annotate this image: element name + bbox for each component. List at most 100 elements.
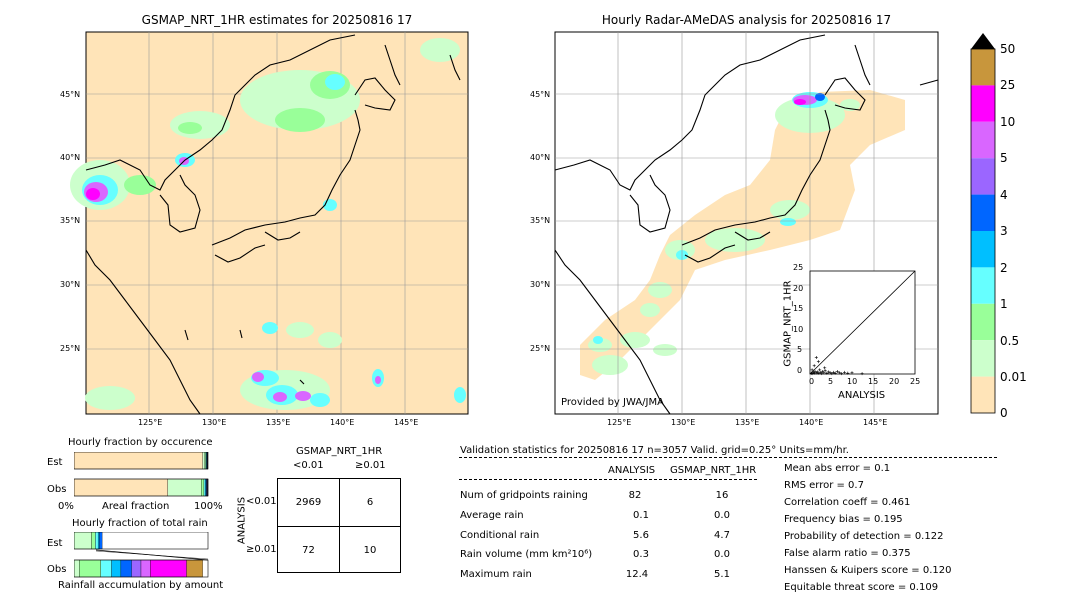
occurence-frame-est xyxy=(74,452,209,470)
scatter-point-8 xyxy=(818,368,822,372)
colorbar-cell-4 xyxy=(971,194,995,231)
score-far: False alarm ratio = 0.375 xyxy=(784,548,911,559)
total-bar-obs-1 xyxy=(79,559,101,578)
left-lon-125: 125°E xyxy=(138,418,163,427)
occurence-row-est: Est xyxy=(47,457,63,468)
cbar-label-1: 1 xyxy=(1000,297,1008,311)
left-map-title: GSMAP_NRT_1HR estimates for 20250816 17 xyxy=(141,13,413,27)
colorbar-outline xyxy=(970,48,996,414)
cbar-label-0.5: 0.5 xyxy=(1000,334,1020,348)
colorbar-cell-7 xyxy=(971,303,995,341)
occurence-bar-obs-1 xyxy=(167,478,202,497)
scatter-diagonal xyxy=(809,270,916,375)
contingency-title: GSMAP_NRT_1HR xyxy=(296,446,383,457)
left-lat-25: 25°N xyxy=(60,344,81,353)
scatter-point-10 xyxy=(820,372,824,376)
scatter-point-22 xyxy=(840,372,843,376)
stat-analysis-average: 0.1 xyxy=(633,510,649,521)
scatter-point-18 xyxy=(832,370,836,374)
occurence-bar-est-1 xyxy=(202,452,205,470)
score-correlation: Correlation coeff = 0.461 xyxy=(784,497,911,508)
right-lat-45: 45°N xyxy=(530,90,551,99)
total-frame-est xyxy=(74,532,209,550)
colorbar-cell-6 xyxy=(971,267,995,304)
cbar-label-3: 3 xyxy=(1000,224,1008,238)
scatter-point-28 xyxy=(816,360,820,364)
total-bar-obs-6 xyxy=(140,559,151,578)
colorbar-cell-5 xyxy=(971,231,995,268)
stat-analysis-conditional: 5.6 xyxy=(633,530,649,541)
colorbar-cell-2 xyxy=(971,121,995,159)
right-lat-40: 40°N xyxy=(530,153,551,162)
total-bar-est-1 xyxy=(91,532,96,550)
cbar-label-2: 2 xyxy=(1000,261,1008,275)
total-bar-est-2 xyxy=(95,532,99,550)
total-bar-obs-2 xyxy=(100,559,112,578)
left-lat-40: 40°N xyxy=(60,153,81,162)
occurence-axis-mid: Areal fraction xyxy=(102,501,170,512)
right-map-coastline xyxy=(554,34,939,415)
total-frame-obs xyxy=(74,559,209,578)
occurence-axis-right: 100% xyxy=(194,501,223,512)
validation-header: Validation statistics for 20250816 17 n=… xyxy=(460,445,849,456)
colorbar-cell-0 xyxy=(971,49,995,86)
left-lon-135: 135°E xyxy=(266,418,291,427)
scatter-ytick-25: 25 xyxy=(793,263,804,272)
scatter-xtick-20: 20 xyxy=(889,377,900,386)
stat-analysis-num-gridpoints: 82 xyxy=(628,490,642,501)
cbar-label-50: 50 xyxy=(1000,42,1016,56)
total-bar-est-3 xyxy=(97,532,100,550)
right-lon-130: 130°E xyxy=(671,418,696,427)
contingency-col-ge: ≥0.01 xyxy=(355,460,386,471)
cbar-label-4: 4 xyxy=(1000,188,1008,202)
scatter-xtick-15: 15 xyxy=(868,377,879,386)
stat-gsmap-conditional: 4.7 xyxy=(714,530,730,541)
validation-col-analysis: ANALYSIS xyxy=(608,465,656,476)
colorbar-cell-8 xyxy=(971,340,995,377)
scatter-ylabel: GSMAP_NRT_1HR xyxy=(782,280,794,367)
right-lon-145: 145°E xyxy=(863,418,888,427)
left-lat-35: 35°N xyxy=(60,216,81,225)
right-lon-140: 140°E xyxy=(799,418,824,427)
stat-analysis-maximum: 12.4 xyxy=(625,569,649,580)
right-lon-125: 125°E xyxy=(607,418,632,427)
score-pod: Probability of detection = 0.122 xyxy=(784,531,944,542)
contingency-cell-false-alarm: 6 xyxy=(366,497,374,508)
total-bars xyxy=(74,532,209,578)
total-row-est: Est xyxy=(47,538,63,549)
stat-label-maximum: Maximum rain xyxy=(460,569,532,580)
right-lon-135: 135°E xyxy=(735,418,760,427)
scatter-point-15 xyxy=(826,370,830,374)
right-map-title: Hourly Radar-AMeDAS analysis for 2025081… xyxy=(601,13,892,27)
score-hk: Hanssen & Kuipers score = 0.120 xyxy=(784,565,952,576)
scatter-xtick-25: 25 xyxy=(910,377,921,386)
scatter-point-17 xyxy=(830,372,834,376)
scatter-ytick-0: 0 xyxy=(797,366,803,375)
left-map xyxy=(70,31,469,415)
stat-gsmap-maximum: 5.1 xyxy=(714,569,730,580)
stat-gsmap-volume: 0.0 xyxy=(714,549,730,560)
scatter-point-7 xyxy=(816,371,820,375)
scatter-xtick-10: 10 xyxy=(847,377,858,386)
radar-credit: Provided by JWA/JMA xyxy=(561,397,664,408)
scatter-point-23 xyxy=(842,370,846,374)
left-lon-130: 130°E xyxy=(202,418,227,427)
colorbar-cell-1 xyxy=(971,85,995,122)
stat-analysis-volume: 0.3 xyxy=(633,549,649,560)
cbar-label-10: 10 xyxy=(1000,115,1016,129)
left-lon-145: 145°E xyxy=(394,418,419,427)
left-lat-30: 30°N xyxy=(60,280,81,289)
occurence-bar-obs-2 xyxy=(201,478,205,497)
stat-label-num-gridpoints: Num of gridpoints raining xyxy=(460,490,588,501)
right-map xyxy=(554,31,939,415)
occurence-row-obs: Obs xyxy=(47,484,67,495)
occurence-bar-obs-0 xyxy=(74,478,168,497)
scatter-point-27 xyxy=(814,356,818,360)
left-map-rain xyxy=(70,38,466,410)
cbar-label-0: 0 xyxy=(1000,406,1008,420)
colorbar-extend-arrow xyxy=(971,33,995,49)
colorbar-cell-3 xyxy=(971,158,995,195)
score-ets: Equitable threat score = 0.109 xyxy=(784,582,939,593)
right-lat-25: 25°N xyxy=(530,344,551,353)
scatter-point-21 xyxy=(837,371,841,375)
